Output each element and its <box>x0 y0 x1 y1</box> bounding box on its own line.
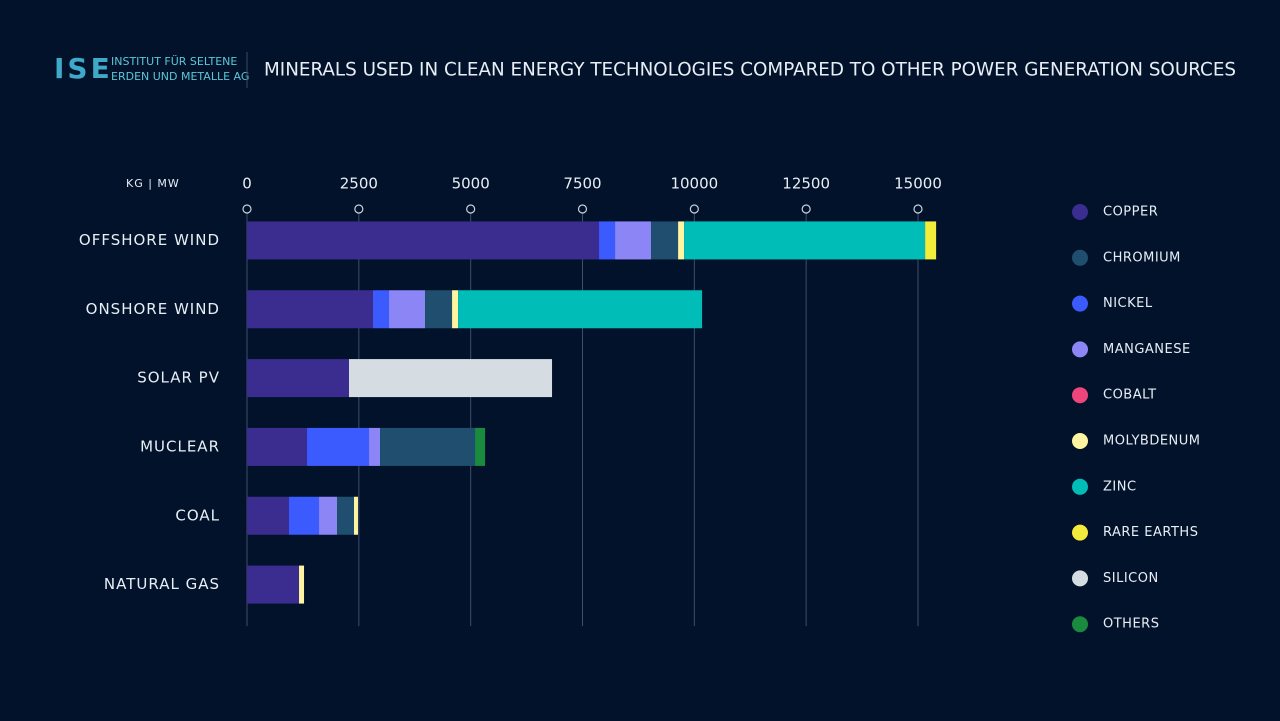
chart-title: MINERALS USED IN CLEAN ENERGY TECHNOLOGI… <box>264 59 1236 81</box>
axis-unit: KG | MW <box>126 177 180 190</box>
legend-swatch <box>1072 204 1088 220</box>
legend-label: CHROMIUM <box>1103 250 1181 265</box>
y-tick-label: SOLAR PV <box>137 369 220 387</box>
tick-mark <box>577 204 588 214</box>
bar-segment <box>247 565 300 604</box>
y-tick-label: ONSHORE WIND <box>86 300 220 318</box>
tick-mark <box>466 204 476 214</box>
legend-label: COPPER <box>1103 205 1158 220</box>
x-tick-label: 12500 <box>782 175 830 193</box>
legend-label: RARE EARTHS <box>1103 525 1198 540</box>
bar-segment <box>475 427 486 466</box>
legend-swatch <box>1072 478 1088 495</box>
legend-swatch <box>1072 524 1088 541</box>
bar-segment <box>247 496 290 535</box>
brand-line: INSTITUT FÜR SELTENE <box>111 55 237 68</box>
bar-segment <box>373 290 390 329</box>
y-tick-label: NATURAL GAS <box>104 575 220 593</box>
tick-mark <box>801 204 811 214</box>
legend-swatch <box>1072 433 1088 449</box>
legend-label: ZINC <box>1103 479 1137 494</box>
bar-segment <box>247 359 349 398</box>
x-tick-label: 15000 <box>894 175 942 193</box>
bar-segment <box>678 221 685 260</box>
bar-segment <box>299 565 305 604</box>
y-tick-label: MUCLEAR <box>140 437 220 455</box>
tick-mark <box>913 204 923 214</box>
x-tick-label: 10000 <box>670 175 718 193</box>
bar-segment <box>458 290 703 329</box>
legend-swatch <box>1072 295 1088 312</box>
bar-segment <box>380 427 476 466</box>
bar-segment <box>319 496 338 535</box>
bar-segment <box>369 427 381 466</box>
bar-segment <box>247 427 308 466</box>
y-tick-label: OFFSHORE WIND <box>79 231 220 249</box>
bar-segment <box>337 496 355 535</box>
brand-mark: ISE <box>54 52 113 85</box>
bar-segment <box>425 290 453 329</box>
x-tick-label: 0 <box>242 175 252 193</box>
legend-label: NICKEL <box>1103 296 1153 311</box>
x-tick-label: 5000 <box>452 175 490 193</box>
bar-segment <box>289 496 320 535</box>
tick-mark <box>242 204 252 214</box>
x-tick-label: 7500 <box>563 175 601 193</box>
bar-segment <box>247 290 374 329</box>
bar-segment <box>599 221 616 260</box>
y-tick-label: COAL <box>175 506 220 524</box>
legend-swatch <box>1072 249 1088 266</box>
legend-swatch <box>1072 616 1088 633</box>
legend-label: COBALT <box>1103 388 1157 403</box>
bar-segment <box>452 290 459 329</box>
tick-mark <box>354 204 364 214</box>
brand-line: ERDEN UND METALLE AG <box>111 70 249 83</box>
x-tick-label: 2500 <box>340 175 378 193</box>
bar-segment <box>651 221 679 260</box>
bar-segment <box>354 496 358 535</box>
legend-label: MANGANESE <box>1103 342 1191 357</box>
bar-segment <box>247 221 600 260</box>
legend-swatch <box>1072 387 1088 404</box>
bar-segment <box>389 290 426 329</box>
bar-segment <box>925 221 937 260</box>
legend-swatch <box>1072 570 1088 587</box>
legend-label: OTHERS <box>1103 617 1159 632</box>
legend-label: MOLYBDENUM <box>1103 434 1201 449</box>
bar-segment <box>348 359 553 398</box>
tick-mark <box>689 204 699 214</box>
legend-label: SILICON <box>1103 571 1159 586</box>
bar-segment <box>307 427 370 466</box>
bar-segment <box>615 221 652 260</box>
bar-segment <box>684 221 926 260</box>
legend-swatch <box>1072 341 1088 358</box>
